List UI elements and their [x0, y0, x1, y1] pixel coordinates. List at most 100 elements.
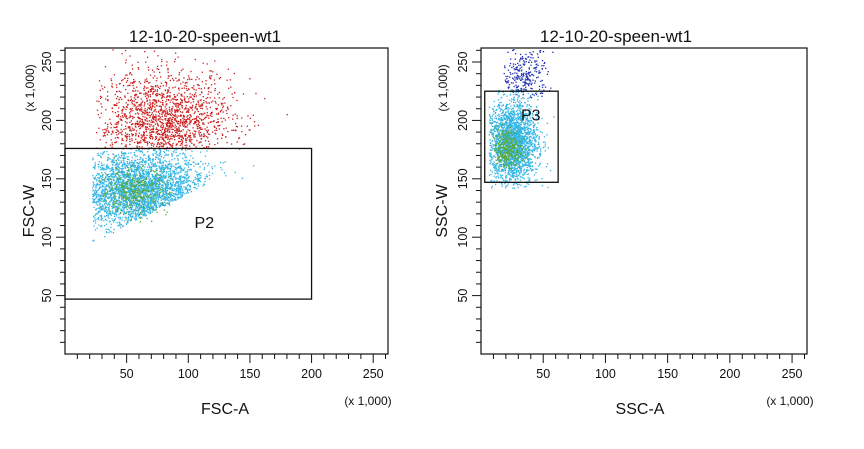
- event-dot: [140, 108, 142, 110]
- event-dot: [165, 122, 167, 125]
- event-dot: [208, 87, 210, 89]
- event-dot: [147, 174, 149, 177]
- event-dot: [149, 208, 152, 210]
- event-dot: [160, 167, 162, 169]
- gate-p2[interactable]: [64, 147, 313, 300]
- event-dot: [215, 127, 218, 129]
- event-dot: [161, 127, 163, 129]
- event-dot: [120, 181, 122, 183]
- event-dot: [184, 193, 186, 195]
- event-dot: [162, 99, 164, 102]
- event-dot: [114, 217, 116, 220]
- event-dot: [135, 175, 137, 177]
- event-dot: [164, 115, 166, 117]
- event-dot: [146, 207, 149, 209]
- event-dot: [154, 199, 156, 201]
- event-dot: [119, 201, 121, 203]
- event-dot: [115, 131, 117, 134]
- event-dot: [111, 83, 113, 85]
- event-dot: [143, 195, 145, 197]
- event-dot: [106, 211, 108, 214]
- event-dot: [121, 143, 123, 145]
- event-dot: [109, 168, 111, 170]
- event-dot: [127, 211, 129, 213]
- event-dot: [252, 114, 254, 116]
- event-dot: [158, 194, 160, 196]
- event-dot: [144, 103, 146, 105]
- event-dot: [138, 167, 140, 169]
- event-dot: [122, 200, 124, 202]
- event-dot: [154, 119, 157, 121]
- event-dot: [148, 196, 150, 198]
- event-dot: [122, 195, 124, 197]
- event-dot: [165, 160, 168, 163]
- event-dot: [119, 193, 121, 195]
- event-dot: [167, 119, 169, 121]
- event-dot: [117, 188, 119, 190]
- event-dot: [143, 154, 145, 156]
- event-dot: [191, 106, 194, 108]
- event-dot: [135, 172, 137, 174]
- event-dot: [168, 125, 171, 127]
- event-dot: [116, 161, 118, 163]
- event-dot: [177, 188, 179, 190]
- event-dot: [538, 70, 540, 72]
- event-dot: [122, 162, 125, 164]
- event-dot: [153, 176, 155, 178]
- event-dot: [104, 192, 106, 195]
- event-dot: [125, 136, 128, 138]
- event-dot: [134, 187, 137, 189]
- event-dot: [211, 168, 214, 170]
- event-dot: [139, 172, 141, 174]
- event-dot: [193, 95, 195, 97]
- event-dot: [176, 111, 179, 113]
- event-dot: [131, 189, 133, 191]
- event-dot: [114, 209, 117, 211]
- event-dot: [105, 185, 108, 187]
- event-dot: [131, 107, 133, 110]
- event-dot: [161, 128, 164, 131]
- event-dot: [160, 97, 163, 99]
- event-dot: [170, 99, 172, 101]
- event-dot: [122, 174, 124, 177]
- event-dot: [129, 162, 131, 165]
- event-dot: [130, 185, 132, 187]
- event-dot: [158, 187, 160, 189]
- event-dot: [133, 202, 135, 204]
- event-dot: [102, 209, 105, 211]
- event-dot: [120, 212, 122, 214]
- event-dot: [126, 194, 128, 196]
- event-dot: [203, 102, 205, 104]
- event-dot: [98, 127, 100, 129]
- event-dot: [112, 207, 114, 209]
- event-dot: [194, 58, 196, 61]
- event-dot: [154, 192, 156, 194]
- event-dot: [149, 186, 151, 189]
- event-dot: [173, 176, 176, 178]
- event-dot: [93, 198, 96, 201]
- event-dot: [105, 184, 107, 186]
- event-dot: [173, 170, 176, 173]
- event-dot: [528, 73, 530, 75]
- event-dot: [178, 172, 180, 174]
- event-dot: [125, 121, 127, 123]
- event-dot: [96, 178, 98, 181]
- event-dot: [159, 196, 161, 198]
- event-dot: [105, 203, 108, 205]
- event-dot: [137, 185, 139, 187]
- event-dot: [167, 182, 169, 184]
- event-dot: [153, 71, 155, 73]
- event-dot: [157, 177, 159, 179]
- event-dot: [130, 175, 132, 177]
- event-dot: [535, 68, 537, 70]
- event-dot: [179, 135, 181, 137]
- event-dot: [135, 178, 137, 181]
- event-dot: [217, 112, 220, 114]
- event-dot: [190, 119, 192, 122]
- event-dot: [195, 105, 197, 107]
- event-dot: [151, 108, 153, 110]
- event-dot: [122, 153, 125, 155]
- event-dot: [138, 121, 141, 123]
- event-dot: [188, 100, 190, 102]
- event-dot: [531, 54, 533, 56]
